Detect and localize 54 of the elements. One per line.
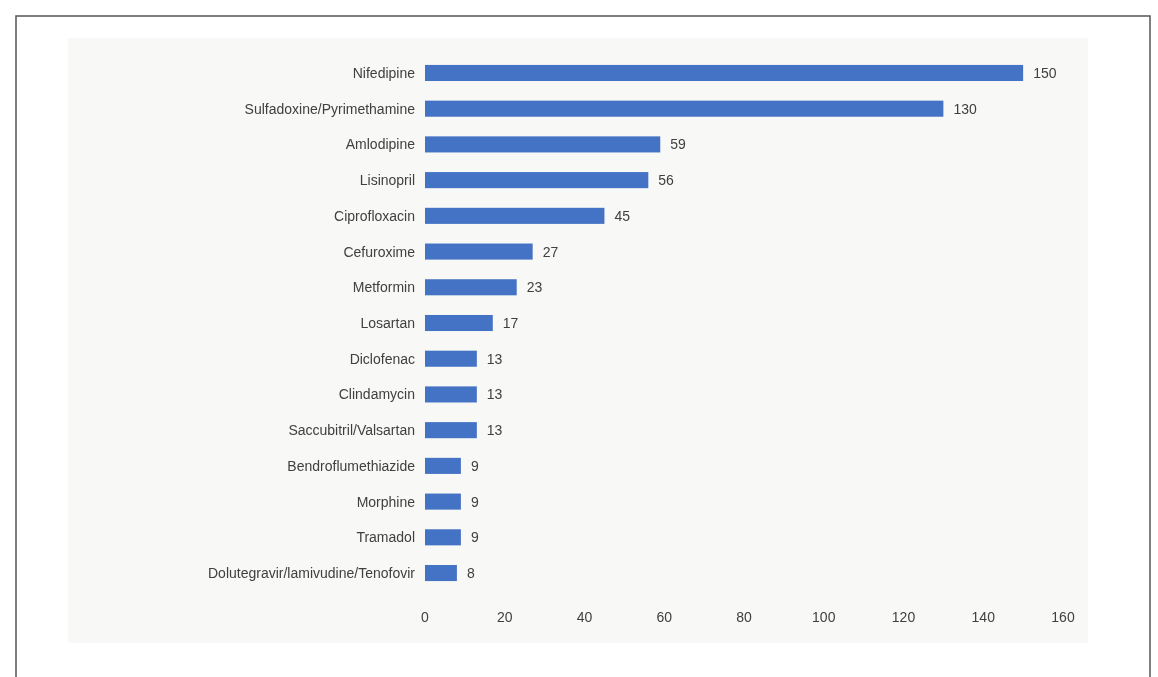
bar [425, 457, 461, 474]
data-label: 9 [470, 529, 479, 546]
bar [425, 172, 649, 189]
x-tick-label: 140 [971, 609, 996, 625]
bar [425, 243, 533, 260]
bar [425, 529, 461, 546]
y-tick-label: Bendroflumethiazide [287, 457, 416, 474]
data-label: 9 [470, 457, 479, 474]
bar [425, 386, 477, 403]
x-tick-label: 120 [891, 609, 916, 625]
y-tick-label: Saccubitril/Valsartan [288, 422, 415, 439]
x-tick-label: 80 [736, 609, 752, 625]
bar [425, 350, 477, 367]
data-label: 150 [1033, 64, 1057, 81]
y-tick-label: Nifedipine [352, 64, 416, 81]
y-tick-label: Dolutegravir/lamivudine/Tenofovir [208, 565, 416, 582]
x-tick-label: 60 [656, 609, 673, 625]
y-tick-label: Diclofenac [349, 350, 415, 367]
data-label: 27 [542, 243, 559, 260]
bar [425, 100, 944, 117]
y-tick-label: Losartan [360, 315, 415, 331]
x-tick-label: 40 [576, 609, 593, 625]
data-label: 45 [614, 207, 631, 224]
data-label: 8 [466, 565, 475, 582]
bar [425, 207, 605, 224]
bar [425, 136, 661, 153]
x-tick-label: 160 [1051, 609, 1075, 625]
data-label: 9 [470, 493, 479, 510]
bar [425, 565, 457, 582]
y-tick-label: Amlodipine [345, 136, 416, 153]
data-label: 13 [486, 422, 503, 439]
bar [425, 279, 517, 296]
bar [425, 64, 1024, 81]
y-tick-label: Clindamycin [338, 386, 415, 403]
x-tick-label: 100 [812, 609, 836, 625]
y-tick-label: Sulfadoxine/Pyrimethamine [244, 100, 416, 117]
bar [425, 314, 493, 332]
bar [425, 422, 477, 439]
y-tick-label: Morphine [356, 493, 416, 510]
data-label: 23 [526, 279, 543, 296]
y-tick-label: Metformin [352, 279, 415, 296]
x-tick-label: 20 [496, 609, 513, 625]
y-tick-label: Cefuroxime [343, 243, 416, 260]
x-tick-label: 0 [421, 609, 430, 625]
y-tick-label: Tramadol [356, 529, 415, 546]
data-label: 13 [486, 386, 503, 403]
data-label: 130 [953, 100, 977, 117]
data-label: 17 [502, 315, 519, 331]
data-label: 59 [670, 136, 687, 153]
y-tick-label: Ciprofloxacin [334, 207, 415, 224]
data-label: 13 [486, 350, 503, 367]
y-tick-label: Lisinopril [359, 172, 415, 189]
data-label: 56 [658, 172, 675, 189]
bar [425, 493, 461, 510]
